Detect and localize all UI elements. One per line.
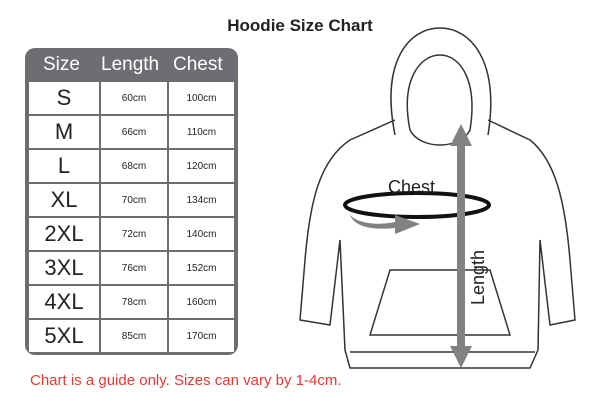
length-cell: 85cm xyxy=(101,320,167,352)
table-row: 5XL 85cm 170cm xyxy=(29,320,234,352)
chest-measure-band xyxy=(343,191,491,219)
length-cell: 70cm xyxy=(101,184,167,216)
chest-arrow-icon xyxy=(350,215,420,234)
size-cell: M xyxy=(29,116,99,148)
length-label: Length xyxy=(468,250,488,305)
table-row: 3XL 76cm 152cm xyxy=(29,252,234,284)
size-cell: L xyxy=(29,150,99,182)
chest-cell: 134cm xyxy=(169,184,234,216)
length-cell: 68cm xyxy=(101,150,167,182)
disclaimer-note: Chart is a guide only. Sizes can vary by… xyxy=(30,372,342,389)
table-row: L 68cm 120cm xyxy=(29,150,234,182)
table-row: 2XL 72cm 140cm xyxy=(29,218,234,250)
size-cell: 3XL xyxy=(29,252,99,284)
chest-cell: 100cm xyxy=(169,82,234,114)
header-length: Length xyxy=(101,54,160,75)
size-cell: 5XL xyxy=(29,320,99,352)
chest-cell: 140cm xyxy=(169,218,234,250)
size-cell: 2XL xyxy=(29,218,99,250)
table-row: XL 70cm 134cm xyxy=(29,184,234,216)
table-row: M 66cm 110cm xyxy=(29,116,234,148)
size-cell: S xyxy=(29,82,99,114)
size-table: Size Length Chest S 60cm 100cm M 66cm 110cm L 6… xyxy=(25,48,238,355)
length-cell: 66cm xyxy=(101,116,167,148)
page-title: Hoodie Size Chart xyxy=(227,16,373,35)
size-cell: 4XL xyxy=(29,286,99,318)
table-row: S 60cm 100cm xyxy=(29,82,234,114)
chest-cell: 120cm xyxy=(169,150,234,182)
header-chest: Chest xyxy=(173,54,223,75)
header-size: Size xyxy=(43,54,80,75)
length-cell: 76cm xyxy=(101,252,167,284)
table-row: 4XL 78cm 160cm xyxy=(29,286,234,318)
chest-cell: 170cm xyxy=(169,320,234,352)
length-cell: 60cm xyxy=(101,82,167,114)
chest-label: Chest xyxy=(388,177,435,197)
hoodie-outline xyxy=(299,27,576,369)
length-cell: 72cm xyxy=(101,218,167,250)
length-arrow-icon xyxy=(450,124,472,368)
chest-cell: 110cm xyxy=(169,116,234,148)
chest-cell: 160cm xyxy=(169,286,234,318)
length-cell: 78cm xyxy=(101,286,167,318)
size-cell: XL xyxy=(29,184,99,216)
chest-cell: 152cm xyxy=(169,252,234,284)
